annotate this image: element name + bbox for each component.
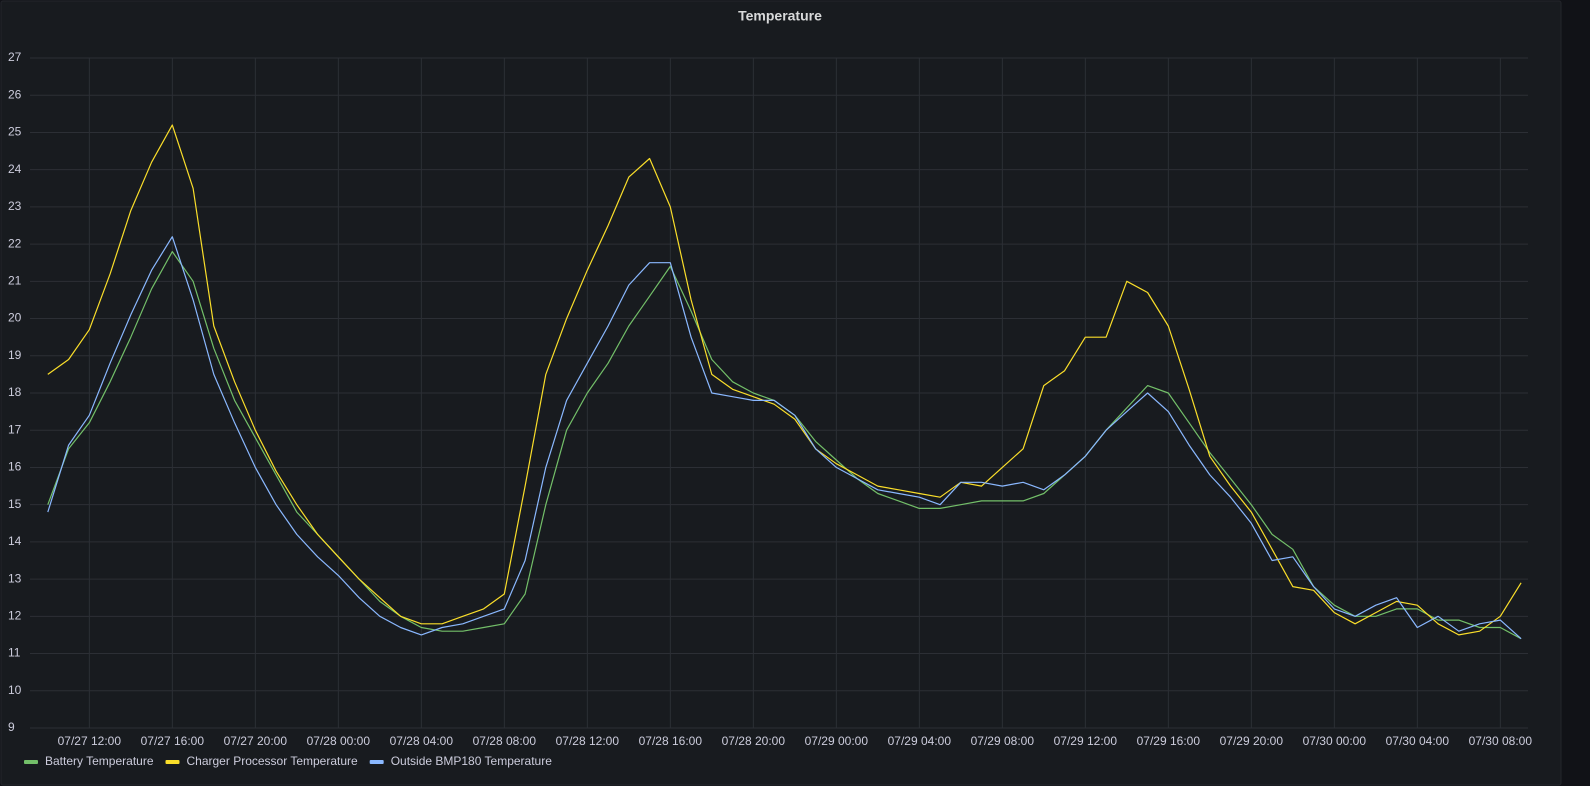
legend-swatch <box>165 760 180 764</box>
x-tick-label: 07/28 00:00 <box>307 734 371 748</box>
y-tick-label: 11 <box>8 646 21 660</box>
chart-title: Temperature <box>738 8 822 24</box>
y-tick-label: 18 <box>8 385 22 399</box>
x-tick-label: 07/29 00:00 <box>805 734 869 748</box>
y-tick-label: 25 <box>8 125 22 139</box>
x-tick-label: 07/29 04:00 <box>888 734 952 748</box>
x-tick-label: 07/27 12:00 <box>58 734 122 748</box>
x-tick-label: 07/30 00:00 <box>1303 734 1367 748</box>
legend-label: Charger Processor Temperature <box>187 754 359 768</box>
series-line <box>47 236 1522 640</box>
y-tick-label: 20 <box>8 311 22 325</box>
y-tick-label: 13 <box>8 571 22 585</box>
x-tick-label: 07/29 16:00 <box>1137 734 1201 748</box>
x-tick-label: 07/30 04:00 <box>1386 734 1450 748</box>
y-tick-label: 9 <box>8 720 15 734</box>
y-tick-label: 26 <box>8 87 22 101</box>
x-tick-label: 07/28 12:00 <box>556 734 620 748</box>
y-tick-label: 17 <box>8 422 22 436</box>
x-tick-label: 07/29 20:00 <box>1220 734 1284 748</box>
y-tick-label: 12 <box>8 609 22 623</box>
y-tick-label: 21 <box>8 274 22 288</box>
y-tick-label: 24 <box>8 162 22 176</box>
y-tick-label: 27 <box>8 50 22 64</box>
x-tick-label: 07/29 08:00 <box>971 734 1035 748</box>
x-tick-label: 07/28 20:00 <box>722 734 786 748</box>
y-tick-label: 19 <box>8 348 22 362</box>
y-tick-label: 14 <box>8 534 22 548</box>
legend-swatch <box>24 760 38 764</box>
x-tick-label: 07/30 08:00 <box>1469 734 1533 748</box>
x-tick-label: 07/27 16:00 <box>141 734 205 748</box>
legend-swatch <box>369 760 384 764</box>
y-tick-label: 15 <box>8 497 22 511</box>
y-tick-label: 23 <box>8 199 22 213</box>
y-tick-label: 10 <box>8 683 22 697</box>
legend-label: Battery Temperature <box>45 754 154 768</box>
legend-label: Outside BMP180 Temperature <box>391 754 553 768</box>
x-tick-label: 07/29 12:00 <box>1054 734 1118 748</box>
y-tick-label: 16 <box>8 460 22 474</box>
x-tick-label: 07/28 16:00 <box>639 734 703 748</box>
series-line <box>47 124 1522 636</box>
y-tick-label: 22 <box>8 236 22 250</box>
x-tick-label: 07/28 08:00 <box>473 734 537 748</box>
x-tick-label: 07/27 20:00 <box>224 734 288 748</box>
x-tick-label: 07/28 04:00 <box>390 734 454 748</box>
